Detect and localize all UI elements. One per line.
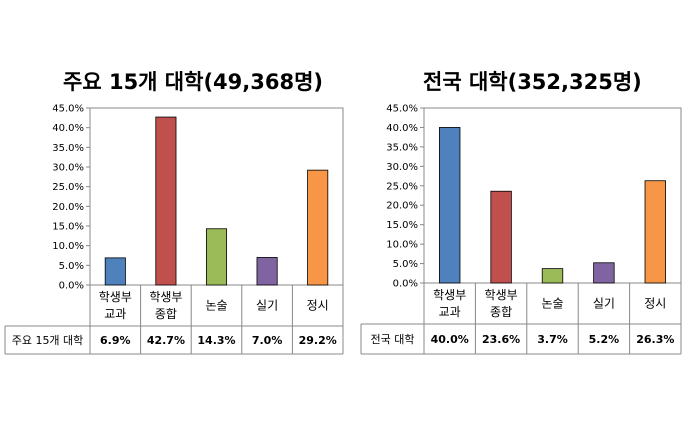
y-tick-label: 45.0%	[386, 104, 418, 115]
y-tick-label: 35.0%	[386, 142, 418, 153]
bar	[644, 180, 666, 284]
bar	[439, 127, 461, 284]
category-label: 학생부	[99, 290, 132, 304]
value-label: 23.6%	[482, 333, 520, 346]
bar	[205, 228, 228, 286]
value-label: 42.7%	[147, 334, 185, 347]
category-label: 교과	[104, 307, 126, 321]
category-label: 학생부	[485, 288, 518, 302]
category-label: 논술	[541, 297, 563, 311]
bar	[307, 169, 329, 286]
bar	[256, 257, 278, 286]
y-tick-label: 10.0%	[386, 240, 418, 251]
y-tick-label: 40.0%	[386, 123, 418, 134]
y-tick-label: 35.0%	[52, 143, 84, 154]
value-label: 7.0%	[252, 334, 283, 347]
category-label: 논술	[205, 299, 227, 313]
category-label: 학생부	[433, 288, 466, 302]
category-label: 실기	[593, 297, 615, 311]
category-label: 정시	[307, 299, 329, 313]
category-label: 종합	[155, 307, 177, 321]
table-row-label: 주요 15개 대학	[12, 334, 84, 347]
category-label: 교과	[439, 305, 461, 319]
plot-area-frame	[423, 107, 682, 284]
chart-title-major-universities: 주요 15개 대학(49,368명)	[63, 70, 323, 94]
value-label: 14.3%	[197, 334, 235, 347]
y-tick-label: 25.0%	[52, 182, 84, 193]
bar	[541, 268, 564, 284]
value-label: 5.2%	[589, 333, 620, 346]
category-label: 정시	[644, 297, 666, 311]
y-tick-label: 30.0%	[52, 163, 84, 174]
value-label: 40.0%	[431, 333, 469, 346]
y-tick-label: 15.0%	[52, 222, 84, 233]
y-tick-label: 5.0%	[59, 261, 84, 272]
y-tick-label: 25.0%	[386, 181, 418, 192]
category-label: 학생부	[149, 290, 182, 304]
table-row-label: 전국 대학	[371, 333, 415, 346]
y-tick-label: 5.0%	[393, 259, 418, 270]
y-tick-label: 15.0%	[386, 220, 418, 231]
category-label: 종합	[490, 305, 512, 319]
y-tick-label: 20.0%	[386, 201, 418, 212]
y-tick-label: 40.0%	[52, 123, 84, 134]
y-tick-label: 10.0%	[52, 241, 84, 252]
category-label: 실기	[256, 299, 278, 313]
value-label: 26.3%	[636, 333, 674, 346]
y-tick-label: 45.0%	[52, 104, 84, 115]
bar	[104, 257, 126, 286]
chart-title-national-universities: 전국 대학(352,325명)	[423, 70, 642, 94]
bar	[593, 262, 615, 284]
value-label: 6.9%	[100, 334, 131, 347]
value-label: 29.2%	[299, 334, 337, 347]
y-tick-label: 20.0%	[52, 202, 84, 213]
y-tick-label: 0.0%	[393, 279, 418, 290]
y-tick-label: 30.0%	[386, 162, 418, 173]
bar	[490, 190, 512, 284]
value-label: 3.7%	[537, 333, 568, 346]
y-tick-label: 0.0%	[59, 281, 84, 292]
bar	[155, 116, 177, 286]
